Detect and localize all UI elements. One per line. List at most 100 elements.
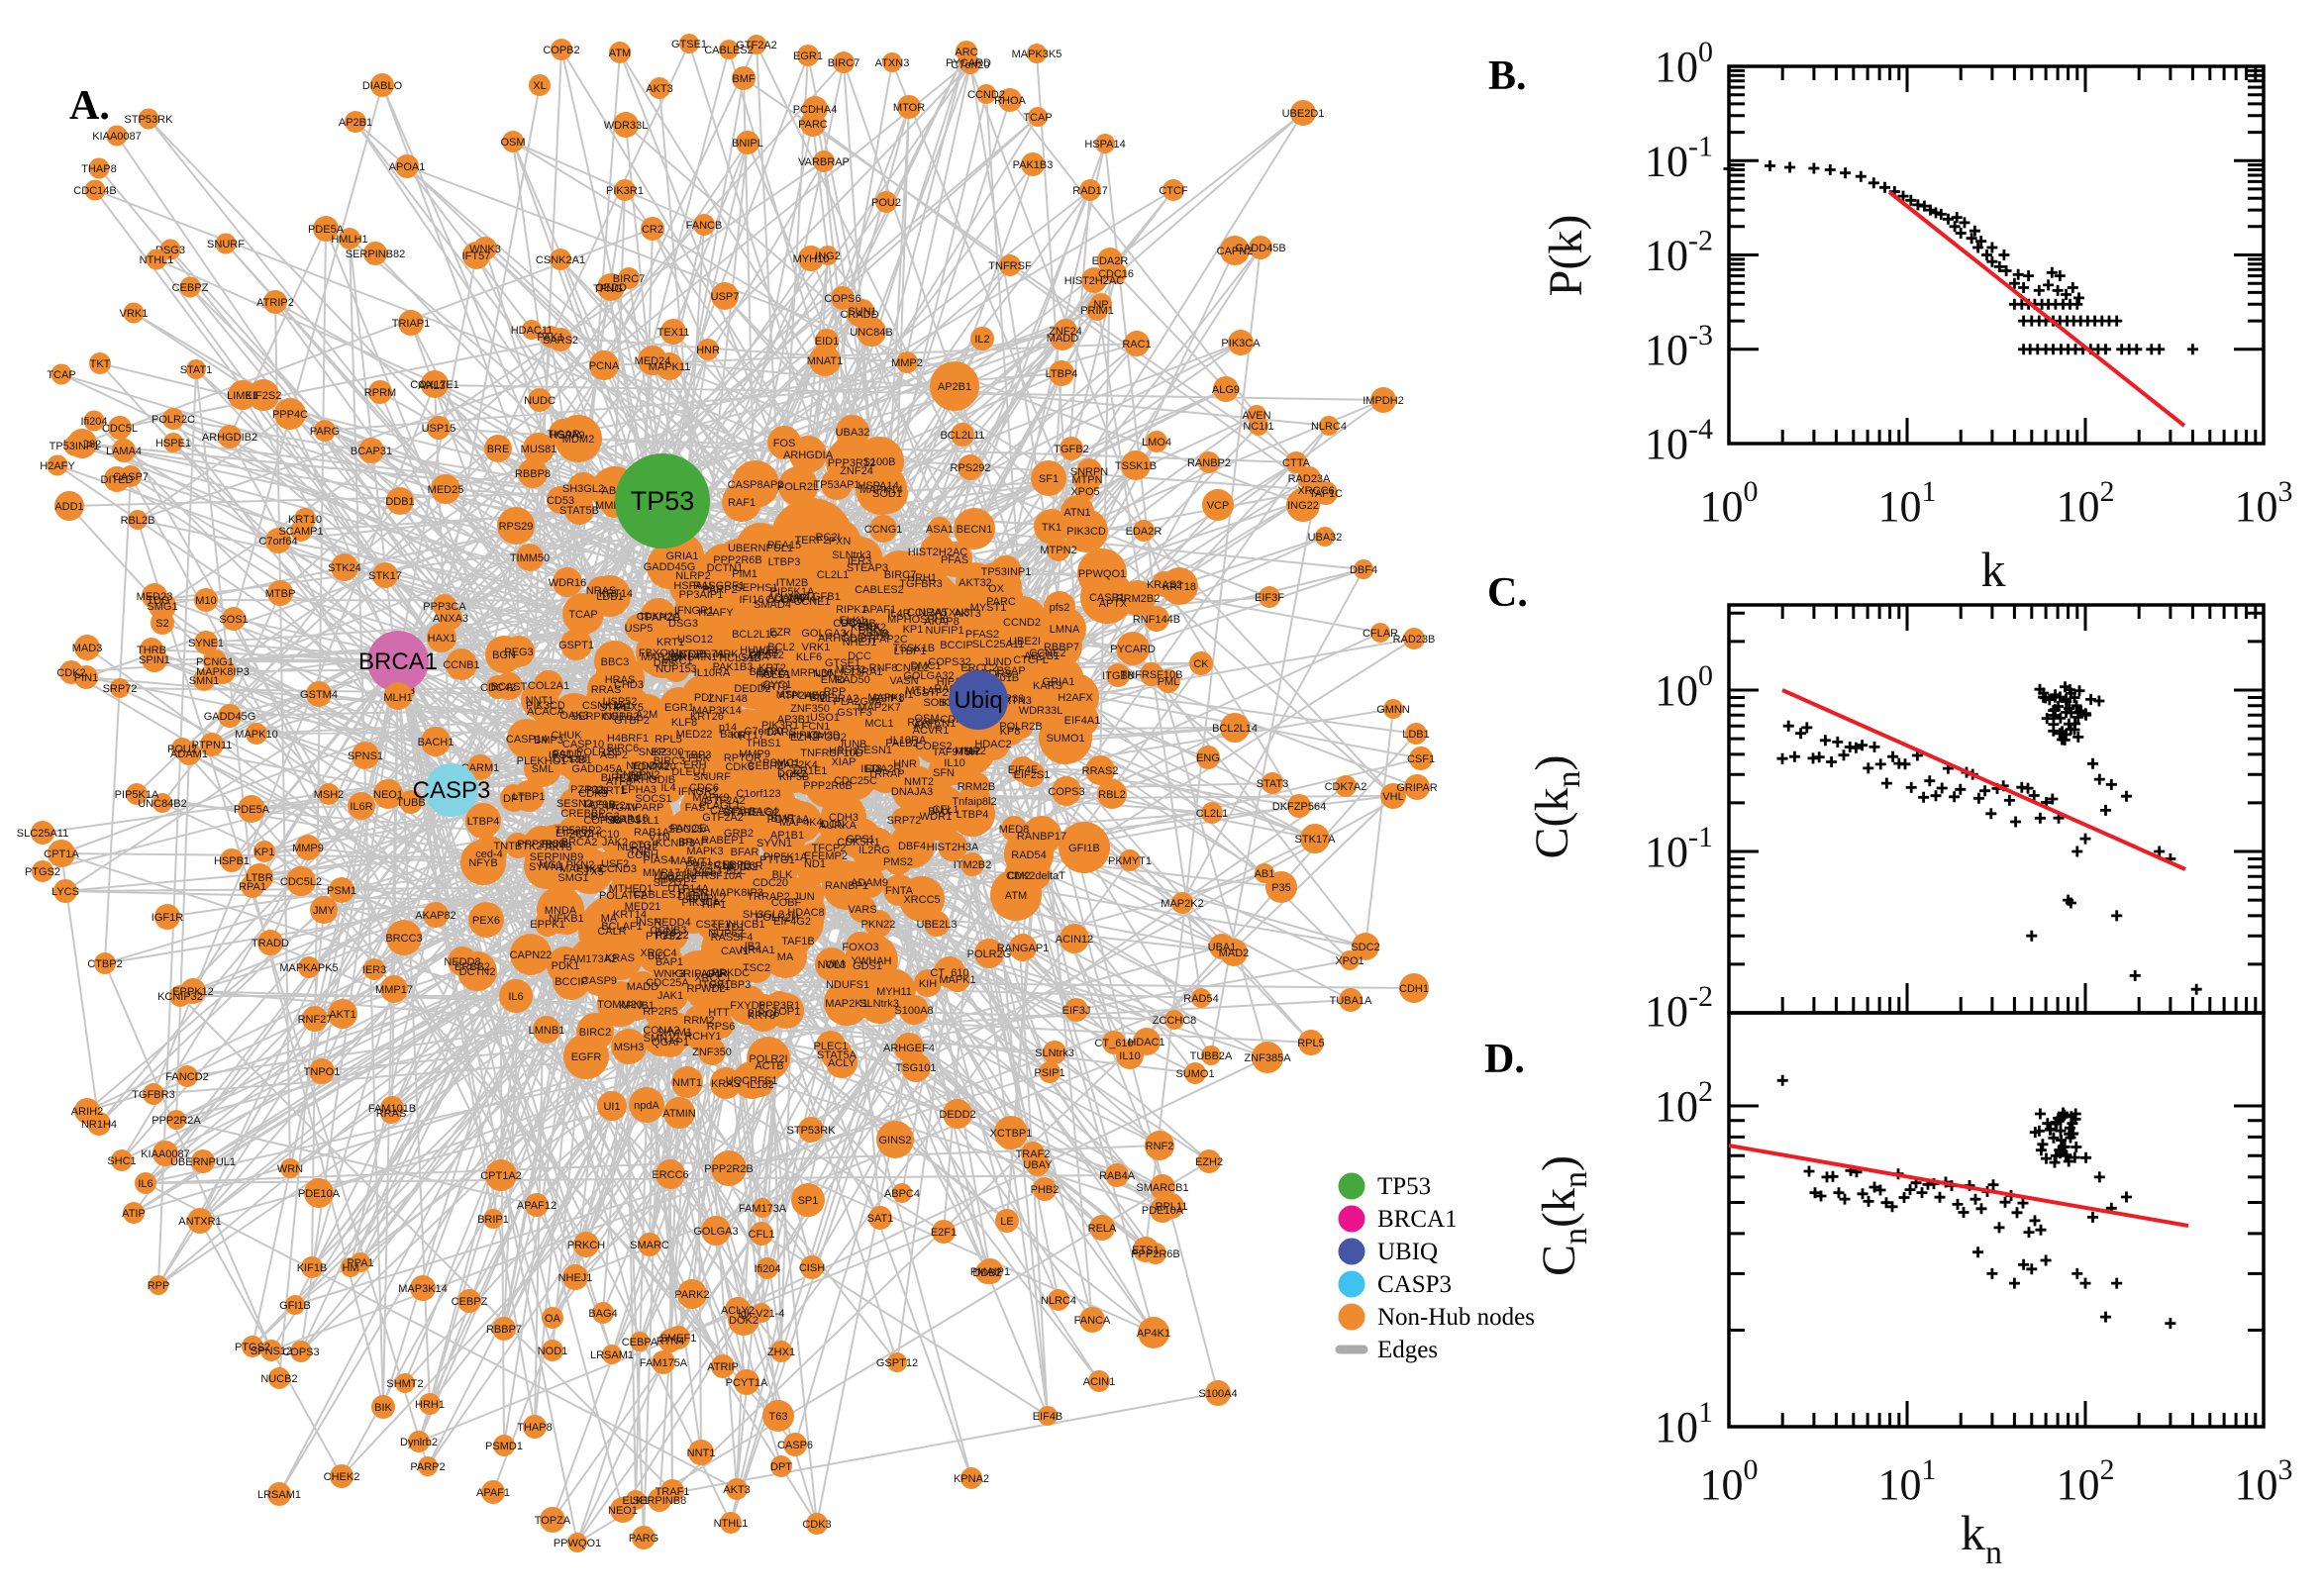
svg-text:WDR1: WDR1 [920, 811, 952, 823]
svg-text:GDS1: GDS1 [853, 960, 882, 972]
svg-text:AKAP8: AKAP8 [924, 616, 959, 628]
svg-text:UBIQ: UBIQ [1377, 1239, 1438, 1265]
svg-text:IFT57: IFT57 [462, 250, 491, 262]
svg-text:COBF: COBF [771, 897, 802, 909]
svg-text:CPT1A2: CPT1A2 [480, 1170, 522, 1182]
svg-text:PIP5K1A: PIP5K1A [115, 789, 159, 801]
svg-text:MED23: MED23 [137, 591, 173, 603]
svg-text:S100A4: S100A4 [1198, 1388, 1237, 1400]
svg-text:PPP2R5B: PPP2R5B [517, 839, 566, 850]
svg-text:C(kn): C(kn) [1526, 755, 1587, 859]
svg-text:NHEJ1: NHEJ1 [843, 637, 877, 648]
svg-text:FADD: FADD [553, 748, 581, 760]
svg-text:USO1: USO1 [810, 712, 840, 724]
svg-text:CFL1: CFL1 [933, 804, 960, 816]
svg-text:ARC: ARC [955, 47, 977, 58]
svg-text:PTTG1: PTTG1 [759, 854, 794, 866]
svg-text:ORB4IN1: ORB4IN1 [670, 651, 717, 663]
svg-text:RPS292: RPS292 [951, 462, 991, 474]
svg-text:RASSF4: RASSF4 [711, 932, 754, 944]
svg-text:PAK1: PAK1 [537, 332, 563, 344]
svg-text:OAK3: OAK3 [559, 710, 588, 722]
svg-text:PTGS2: PTGS2 [25, 866, 60, 878]
svg-text:XRCC5: XRCC5 [903, 894, 940, 906]
svg-text:NEO1: NEO1 [608, 1505, 638, 1517]
svg-text:CCNA2: CCNA2 [643, 1025, 679, 1037]
svg-text:ND1: ND1 [804, 858, 826, 870]
svg-text:BCL2: BCL2 [767, 642, 795, 653]
svg-text:DBF4: DBF4 [898, 841, 926, 852]
svg-text:ETS1: ETS1 [1132, 1245, 1160, 1256]
svg-text:EZH2: EZH2 [1195, 1156, 1223, 1168]
svg-text:PCDHA4: PCDHA4 [793, 104, 838, 116]
svg-text:CTCF: CTCF [1159, 185, 1188, 197]
svg-text:AP1B1: AP1B1 [770, 830, 804, 842]
svg-text:LMNA: LMNA [1050, 624, 1080, 636]
svg-text:BRCA1: BRCA1 [358, 648, 438, 675]
svg-text:KRT14: KRT14 [599, 588, 633, 600]
svg-text:SNRPN2: SNRPN2 [616, 769, 660, 781]
svg-text:PEX6: PEX6 [472, 915, 500, 927]
svg-text:DBF4: DBF4 [1350, 564, 1377, 576]
svg-text:PKN2: PKN2 [566, 859, 595, 871]
svg-text:NMT2: NMT2 [904, 776, 934, 788]
svg-text:MNDA: MNDA [545, 905, 577, 917]
svg-text:RPA1: RPA1 [239, 881, 266, 893]
svg-text:PXN: PXN [829, 536, 852, 548]
svg-text:TRADD: TRADD [252, 938, 289, 949]
svg-text:HSPA14: HSPA14 [858, 480, 898, 492]
svg-text:KARS: KARS [1033, 680, 1062, 692]
svg-text:PPP4C: PPP4C [272, 409, 308, 421]
svg-text:Dynlrb2: Dynlrb2 [400, 1437, 438, 1448]
svg-text:RANGAP1: RANGAP1 [997, 943, 1050, 954]
svg-text:ATXN3: ATXN3 [936, 607, 970, 619]
svg-text:FANCD2: FANCD2 [165, 1071, 208, 1083]
svg-text:GPS12: GPS12 [749, 649, 783, 661]
svg-text:STAT1: STAT1 [180, 364, 213, 376]
svg-text:UBA1: UBA1 [1208, 942, 1237, 953]
svg-text:LDB1: LDB1 [1402, 729, 1430, 741]
svg-text:NLRP1: NLRP1 [605, 814, 640, 826]
svg-text:EFEMP2: EFEMP2 [804, 850, 848, 862]
svg-text:RAD23A: RAD23A [1288, 473, 1331, 485]
svg-text:DDB2: DDB2 [972, 1267, 1001, 1279]
svg-text:FOS: FOS [773, 438, 796, 449]
svg-text:GOLGA3: GOLGA3 [693, 1226, 738, 1238]
svg-text:CASP7: CASP7 [113, 471, 149, 483]
svg-text:MYH10: MYH10 [793, 253, 830, 265]
svg-text:C1orf123: C1orf123 [736, 788, 780, 800]
svg-text:TSC2: TSC2 [743, 962, 770, 974]
svg-text:NRA5: NRA5 [918, 607, 947, 619]
svg-text:LDB1: LDB1 [596, 591, 624, 603]
svg-text:HDAC11: HDAC11 [511, 325, 554, 337]
svg-text:PPWQO1: PPWQO1 [554, 1538, 601, 1549]
svg-text:CCL3: CCL3 [694, 865, 722, 877]
svg-text:TOP1: TOP1 [772, 1006, 801, 1018]
svg-text:VHL: VHL [1382, 791, 1403, 803]
svg-text:TGFB1: TGFB1 [805, 591, 840, 603]
svg-text:WT1: WT1 [689, 856, 712, 868]
svg-text:YWHAH: YWHAH [852, 955, 892, 967]
svg-text:CHEK2: CHEK2 [324, 1471, 360, 1483]
svg-text:TOPZA: TOPZA [535, 1515, 571, 1527]
svg-text:CASP8: CASP8 [710, 805, 746, 817]
svg-text:NLRC4: NLRC4 [1041, 1295, 1076, 1307]
svg-text:ATP2A2: ATP2A2 [778, 690, 818, 702]
svg-text:HSPA9: HSPA9 [550, 430, 584, 442]
svg-text:XL: XL [843, 629, 856, 641]
svg-text:TFNG: TFNG [593, 283, 623, 295]
svg-text:JMY: JMY [313, 905, 336, 917]
svg-text:UBA3: UBA3 [841, 617, 869, 629]
svg-text:WDR33L: WDR33L [1019, 705, 1063, 717]
svg-text:IL10RA: IL10RA [890, 735, 927, 747]
svg-text:POLR2C: POLR2C [152, 414, 195, 426]
svg-text:MED21: MED21 [625, 901, 661, 913]
svg-text:ITM2B: ITM2B [776, 577, 808, 589]
svg-text:PML: PML [1158, 676, 1180, 688]
svg-text:GSTF3: GSTF3 [837, 707, 871, 719]
svg-text:EP300: EP300 [651, 747, 683, 758]
svg-text:CT_610: CT_610 [930, 967, 968, 979]
svg-text:MMP17: MMP17 [375, 984, 413, 996]
svg-text:NC1I1: NC1I1 [1243, 421, 1273, 433]
svg-text:PARC: PARC [798, 119, 828, 131]
